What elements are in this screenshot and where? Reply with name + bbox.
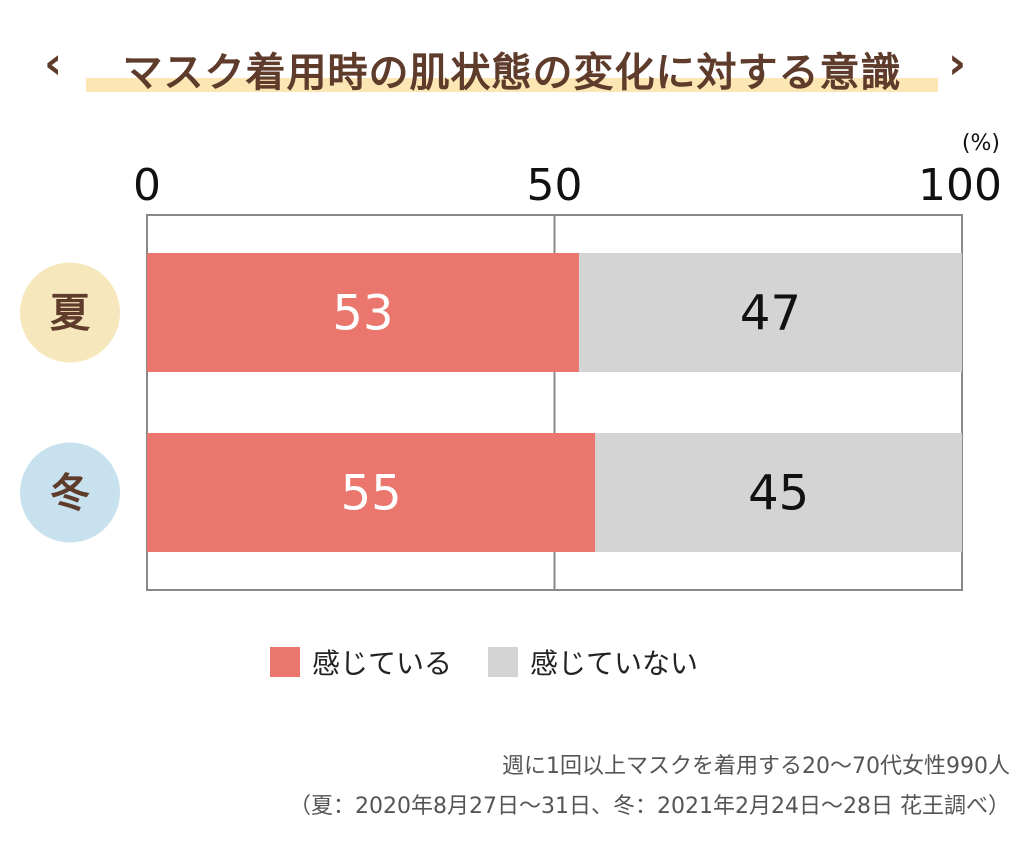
legend-swatch-not-feel <box>488 647 519 677</box>
chart-title: マスク着用時の肌状態の変化に対する意識 <box>122 50 902 96</box>
legend-item-not-feel: 感じていない <box>488 642 698 682</box>
unit-label: (%) <box>962 131 1000 156</box>
category-badge <box>20 262 120 363</box>
left-bracket-icon: ‹ <box>44 38 63 89</box>
category-label: 冬 <box>50 471 90 517</box>
survey-note: 週に1回以上マスクを着用する20〜70代女性990人 <box>502 754 1010 779</box>
legend-swatch-feel <box>270 647 300 677</box>
x-tick-label: 100 <box>918 160 1002 211</box>
bar-value-label: 45 <box>748 466 809 522</box>
bar-segment <box>147 253 579 372</box>
x-tick-label: 0 <box>133 160 161 211</box>
title-highlight <box>86 78 938 92</box>
category-label: 夏 <box>50 291 91 337</box>
bar-segment <box>147 433 596 552</box>
right-bracket-icon: › <box>948 38 967 89</box>
bar-segment <box>595 433 962 552</box>
bar-value-label: 55 <box>341 466 402 522</box>
bar-segment <box>578 253 962 372</box>
legend: 感じている 感じていない <box>270 642 698 682</box>
bar-value-label: 47 <box>740 286 801 342</box>
legend-item-feel: 感じている <box>270 642 452 682</box>
chart-title-area: ‹ マスク着用時の肌状態の変化に対する意識 › <box>0 28 1024 108</box>
legend-label-not-feel: 感じていない <box>530 647 699 680</box>
bar-value-label: 53 <box>332 286 393 342</box>
x-tick-label: 50 <box>527 160 583 211</box>
survey-period-note: （夏：2020年8月27日〜31日、冬：2021年2月24日〜28日 花王調べ） <box>289 794 1010 819</box>
category-badge <box>20 442 120 543</box>
legend-label-feel: 感じている <box>312 647 453 680</box>
